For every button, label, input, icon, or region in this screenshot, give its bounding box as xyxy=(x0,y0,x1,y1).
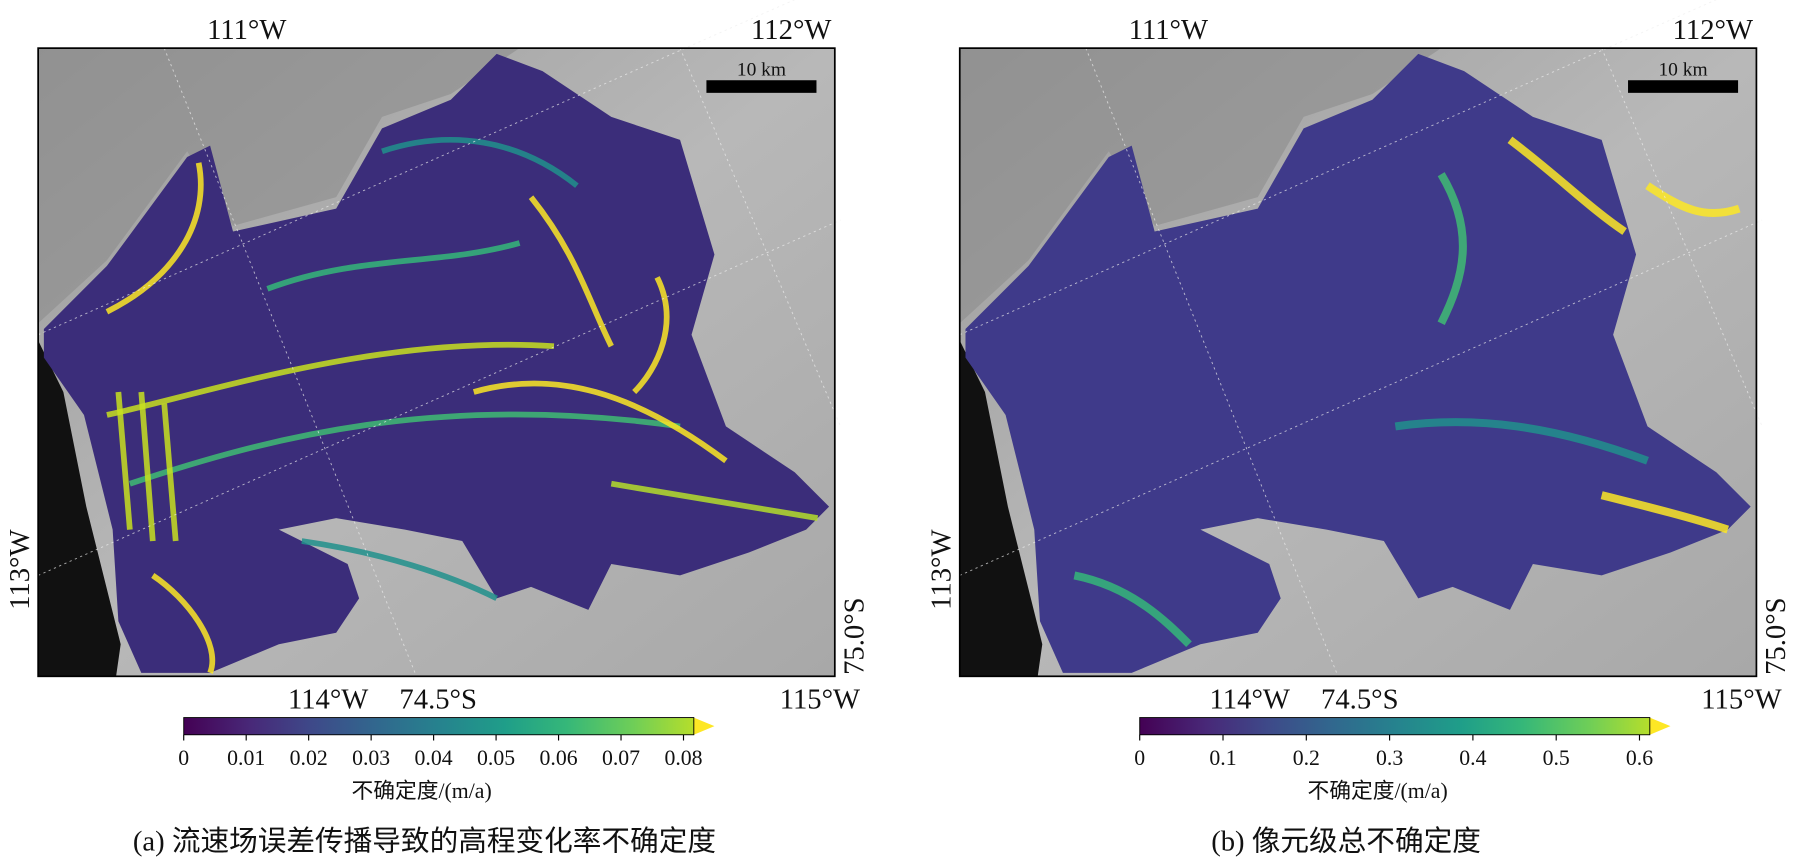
map-frame xyxy=(958,47,1758,678)
uncertainty-streak xyxy=(1437,172,1467,326)
colorbar-label: 不确定度/(m/a) xyxy=(1307,779,1447,803)
colorbar-tick-label: 0 xyxy=(178,746,189,770)
graticule-line xyxy=(1085,47,1339,677)
uncertainty-streak xyxy=(1073,571,1192,648)
colorbar-tick-label: 0.08 xyxy=(664,746,702,770)
uncertainty-streak xyxy=(1645,182,1741,218)
colorbar-tick-label: 0.3 xyxy=(1376,746,1403,770)
colorbar-tick-label: 0.5 xyxy=(1543,746,1570,770)
colorbar-extend xyxy=(693,717,715,735)
uncertainty-streak xyxy=(472,380,728,464)
glacier xyxy=(43,53,830,673)
uncertainty-streak xyxy=(1507,136,1627,235)
colorbar-tick-label: 0.2 xyxy=(1293,746,1320,770)
caption: (b) 像元级总不确定度 xyxy=(1211,826,1481,858)
graticule-label: 115°W xyxy=(780,683,860,715)
uncertainty-streak xyxy=(301,538,498,601)
colorbar-label: 不确定度/(m/a) xyxy=(351,779,491,803)
uncertainty-streak xyxy=(1394,418,1649,465)
uncertainty-streak xyxy=(128,411,681,487)
colorbar-tick-label: 0.6 xyxy=(1626,746,1653,770)
colorbar xyxy=(1139,717,1650,735)
ocean xyxy=(38,340,121,677)
colorbar-tick-label: 0.07 xyxy=(602,746,640,770)
uncertainty-streak xyxy=(266,240,521,292)
scale-bar xyxy=(1628,80,1739,93)
mountains xyxy=(959,48,1442,324)
uncertainty-streak xyxy=(528,195,614,348)
colorbar-tick-label: 0.05 xyxy=(477,746,515,770)
uncertainty-streak xyxy=(632,276,670,395)
colorbar-tick-label: 0.4 xyxy=(1459,746,1486,770)
graticule-line xyxy=(163,47,417,677)
uncertainty-streak xyxy=(1600,491,1730,534)
map-panel: 10 km xyxy=(958,0,1763,678)
map-frame xyxy=(37,47,836,678)
colorbar-tick-label: 0.06 xyxy=(540,746,578,770)
colorbar-tick-label: 0.03 xyxy=(352,746,390,770)
graticule-label: 113°W xyxy=(926,530,958,610)
colorbar-tick-label: 0.01 xyxy=(227,746,265,770)
uncertainty-streak xyxy=(151,573,216,674)
graticule-label: 113°W xyxy=(4,530,36,610)
scale-bar-label: 10 km xyxy=(1658,60,1707,81)
colorbar-frame xyxy=(183,717,695,736)
uncertainty-streak xyxy=(115,391,179,542)
colorbar-tick-label: 0.04 xyxy=(415,746,453,770)
caption: (a) 流速场误差传播导致的高程变化率不确定度 xyxy=(133,826,716,858)
uncertainty-streak xyxy=(381,136,579,188)
colorbar-extend xyxy=(1649,717,1671,735)
graticule-label: 74.5°S xyxy=(1321,683,1399,715)
colorbar-tick-label: 0 xyxy=(1134,746,1145,770)
ocean xyxy=(959,340,1043,677)
graticule-label: 75.0°S xyxy=(838,597,870,675)
colorbar xyxy=(183,717,694,735)
graticule-label: 111°W xyxy=(207,14,286,46)
uncertainty-streak xyxy=(106,341,555,418)
uncertainty-streak xyxy=(105,162,204,315)
graticule-label: 112°W xyxy=(751,14,831,46)
graticule-label: 74.5°S xyxy=(399,683,477,715)
scale-bar xyxy=(706,80,817,93)
graticule-label: 114°W xyxy=(288,683,368,715)
map-panel: 10 km xyxy=(37,0,841,678)
graticule-label: 75.0°S xyxy=(1760,597,1792,675)
glacier xyxy=(965,53,1751,673)
colorbar-frame xyxy=(1139,717,1651,736)
graticule-label: 112°W xyxy=(1673,14,1753,46)
graticule-label: 114°W xyxy=(1210,683,1290,715)
graticule-label: 115°W xyxy=(1701,683,1781,715)
colorbar-tick-label: 0.02 xyxy=(290,746,328,770)
uncertainty-streak xyxy=(610,480,819,521)
scale-bar-label: 10 km xyxy=(737,60,786,81)
colorbar-tick-label: 0.1 xyxy=(1209,746,1236,770)
mountains xyxy=(38,48,520,324)
graticule-label: 111°W xyxy=(1129,14,1208,46)
